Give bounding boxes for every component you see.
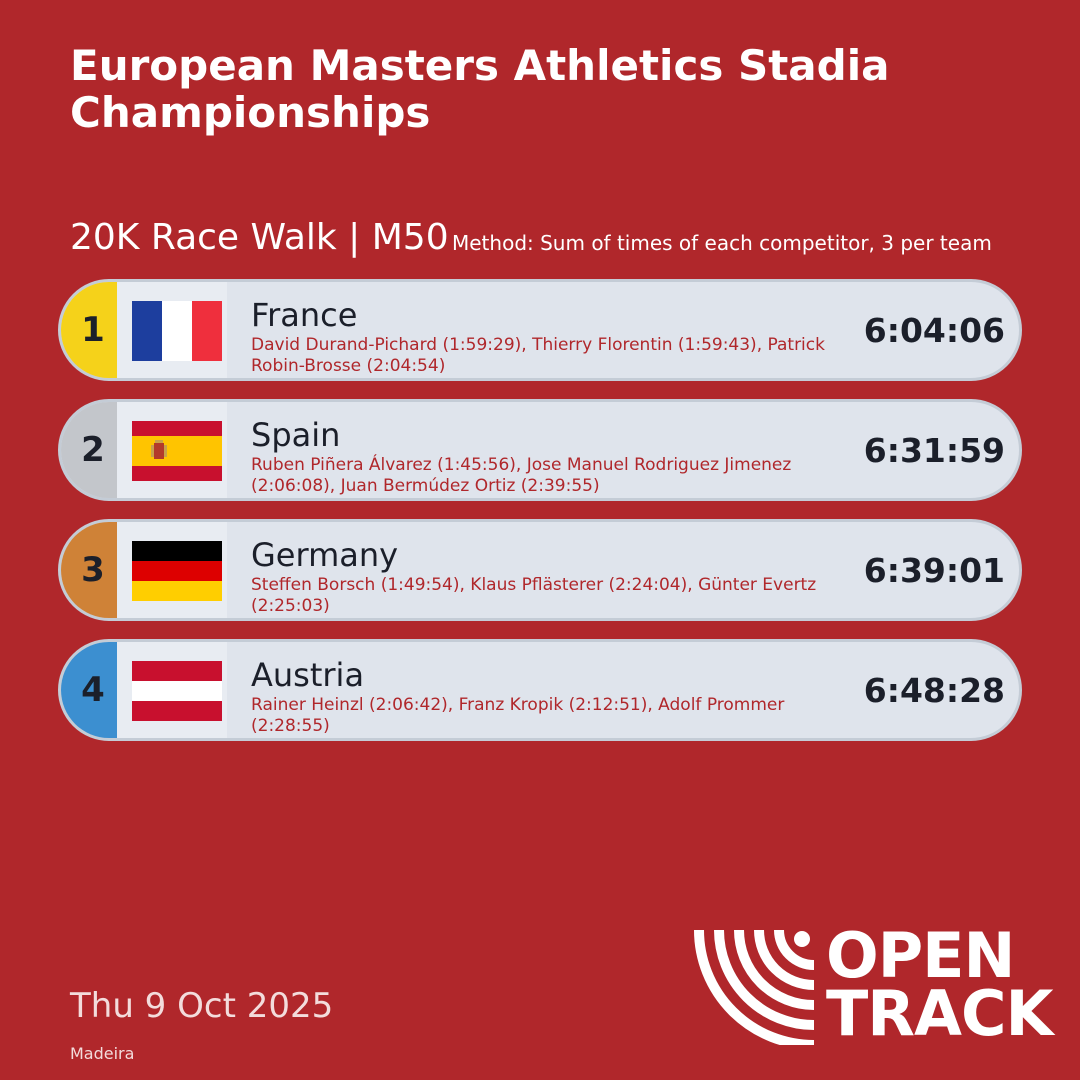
athlete-list: Steffen Borsch (1:49:54), Klaus Pfläster… [251,575,817,616]
coat-of-arms-icon [151,440,167,459]
scoring-method: Method: Sum of times of each competitor,… [452,231,992,255]
austria-flag-icon [132,661,222,721]
result-row: 1 France David Durand-Pichard (1:59:29),… [58,279,1022,381]
spain-flag-icon [132,421,222,481]
result-row: 2 Spain Ruben Piñera Álvarez (1:45:56), … [58,399,1022,501]
country-name: France [251,296,358,334]
result-row: 3 Germany Steffen Borsch (1:49:54), Klau… [58,519,1022,621]
rank-badge: 1 [61,282,117,378]
germany-flag-icon [132,541,222,601]
athlete-list: Rainer Heinzl (2:06:42), Franz Kropik (2… [251,695,785,736]
event-date: Thu 9 Oct 2025 [70,986,334,1026]
page-title: European Masters Athletics Stadia Champi… [70,41,890,137]
athlete-list: David Durand-Pichard (1:59:29), Thierry … [251,335,825,376]
country-name: Spain [251,416,341,454]
event-venue: Madeira [70,1044,135,1063]
team-time: 6:48:28 [863,670,1005,710]
country-name: Austria [251,656,365,694]
team-time: 6:39:01 [863,550,1005,590]
team-time: 6:04:06 [863,310,1005,350]
country-name: Germany [251,536,399,574]
france-flag-icon [132,301,222,361]
rank-badge: 4 [61,642,117,738]
opentrack-logo-icon [694,929,814,1045]
athlete-list: Ruben Piñera Álvarez (1:45:56), Jose Man… [251,455,792,496]
rank-badge: 2 [61,402,117,498]
results-list: 1 France David Durand-Pichard (1:59:29),… [58,279,1022,759]
event-name: 20K Race Walk | M50 [70,217,449,258]
result-row: 4 Austria Rainer Heinzl (2:06:42), Franz… [58,639,1022,741]
brand-wordmark: OPEN TRACK [826,919,1054,1050]
team-time: 6:31:59 [863,430,1005,470]
rank-badge: 3 [61,522,117,618]
